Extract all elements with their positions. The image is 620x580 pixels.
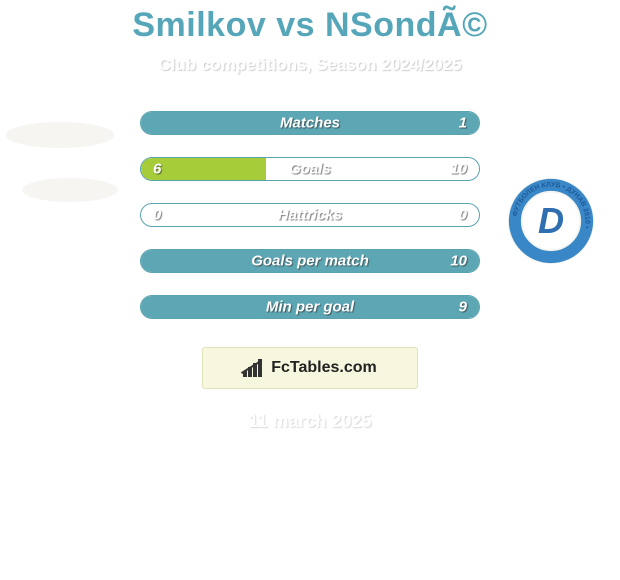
fctables-bars-icon bbox=[243, 359, 265, 377]
stat-value-right: 9 bbox=[459, 299, 467, 316]
svg-text:D: D bbox=[538, 200, 564, 241]
stat-label: Min per goal bbox=[266, 299, 354, 316]
comparison-card: Smilkov vs NSondÃ© Club competitions, Se… bbox=[0, 0, 620, 580]
stat-value-left: 0 bbox=[153, 207, 161, 224]
stat-label: Hattricks bbox=[278, 207, 342, 224]
stat-row: Min per goal 9 bbox=[140, 295, 480, 319]
stat-label: Matches bbox=[280, 115, 340, 132]
stat-row: Hattricks 0 0 bbox=[140, 203, 480, 227]
stat-value-right: 10 bbox=[450, 161, 467, 178]
stat-row: Goals per match 10 bbox=[140, 249, 480, 273]
stat-label: Goals bbox=[289, 161, 331, 178]
fctables-watermark: FcTables.com bbox=[202, 347, 418, 389]
left-oval-0 bbox=[6, 122, 114, 148]
stat-row: Goals 6 10 bbox=[140, 157, 480, 181]
stat-value-left: 6 bbox=[153, 161, 161, 178]
subtitle: Club competitions, Season 2024/2025 bbox=[0, 55, 620, 75]
page-title: Smilkov vs NSondÃ© bbox=[0, 0, 620, 45]
stat-label: Goals per match bbox=[251, 253, 369, 270]
stat-value-right: 10 bbox=[450, 253, 467, 270]
fctables-text: FcTables.com bbox=[271, 359, 377, 377]
stat-value-right: 1 bbox=[459, 115, 467, 132]
match-date: 11 march 2025 bbox=[0, 411, 620, 432]
stat-row: Matches 1 bbox=[140, 111, 480, 135]
left-oval-1 bbox=[22, 178, 118, 202]
stat-value-right: 0 bbox=[459, 207, 467, 224]
club-badge: ФУТБОЛЕН КЛУБ • ДУНАВ 2010 •D bbox=[508, 178, 594, 264]
